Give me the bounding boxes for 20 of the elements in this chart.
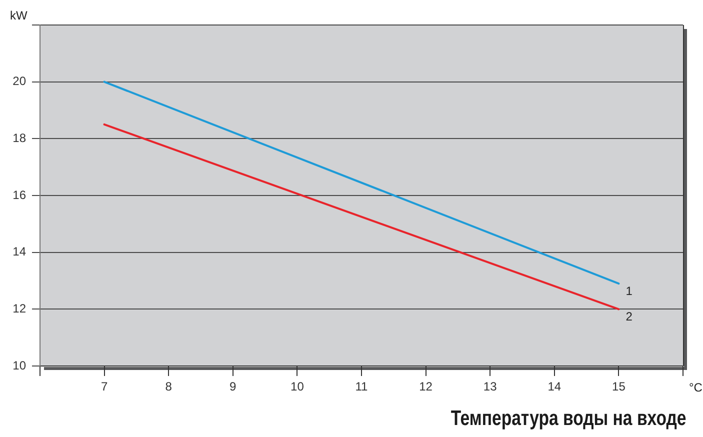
y-tick-label: 14 bbox=[12, 244, 26, 259]
y-tick-label: 16 bbox=[12, 188, 26, 202]
x-tick-label: 9 bbox=[230, 380, 237, 394]
x-tick-label: 15 bbox=[612, 380, 626, 394]
x-tick-label: 7 bbox=[100, 380, 108, 394]
x-tick-label: 10 bbox=[290, 380, 304, 394]
x-tick-label: 12 bbox=[419, 380, 433, 394]
x-axis-title: Температура воды на входе bbox=[450, 407, 686, 431]
text: °C bbox=[689, 380, 703, 394]
y-tick-label: 20 bbox=[12, 74, 26, 88]
x-tick-label: 8 bbox=[165, 380, 172, 394]
y-tick-label: 12 bbox=[12, 301, 26, 316]
y-axis-title: kW bbox=[10, 8, 28, 22]
x-tick-label: 13 bbox=[483, 380, 498, 394]
x-tick-label: 11 bbox=[355, 380, 368, 394]
series-label: 1 bbox=[626, 284, 633, 298]
series-label: 2 bbox=[626, 309, 633, 324]
x-tick-label: 14 bbox=[548, 380, 562, 394]
y-tick-label: 18 bbox=[12, 130, 26, 145]
y-tick-label: 10 bbox=[12, 358, 26, 372]
